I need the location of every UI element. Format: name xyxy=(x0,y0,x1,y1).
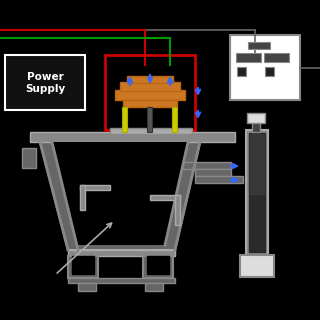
Bar xyxy=(145,283,163,291)
Bar xyxy=(150,195,180,200)
Bar xyxy=(195,169,231,176)
Polygon shape xyxy=(52,142,188,245)
Bar xyxy=(195,176,243,183)
Bar xyxy=(183,162,231,169)
Bar xyxy=(250,134,264,194)
Bar xyxy=(247,113,265,123)
Bar xyxy=(68,250,175,256)
Bar xyxy=(120,82,180,91)
Bar xyxy=(147,256,169,274)
Bar xyxy=(123,100,177,107)
Bar xyxy=(72,256,94,274)
Bar xyxy=(68,256,98,278)
Bar xyxy=(30,132,235,142)
Bar xyxy=(249,133,265,252)
Bar xyxy=(240,255,274,277)
Bar xyxy=(105,55,195,130)
Bar xyxy=(246,130,268,255)
Bar xyxy=(22,148,36,168)
Bar xyxy=(230,35,300,100)
Bar xyxy=(5,55,85,110)
Bar xyxy=(172,107,177,132)
Bar xyxy=(236,53,261,62)
Bar xyxy=(248,42,270,49)
Bar xyxy=(68,278,175,283)
Bar xyxy=(80,185,110,190)
Bar xyxy=(237,67,246,76)
Bar xyxy=(265,67,274,76)
Bar xyxy=(80,185,85,210)
Bar xyxy=(110,128,192,134)
Bar xyxy=(175,195,180,225)
Bar xyxy=(78,283,96,291)
Bar xyxy=(115,90,185,100)
Bar xyxy=(264,53,289,62)
Text: Power
Supply: Power Supply xyxy=(25,72,65,94)
Bar xyxy=(252,122,260,132)
Polygon shape xyxy=(40,142,200,250)
Bar xyxy=(127,76,173,83)
Bar xyxy=(143,256,173,278)
Bar xyxy=(122,107,127,132)
Bar xyxy=(147,107,152,132)
